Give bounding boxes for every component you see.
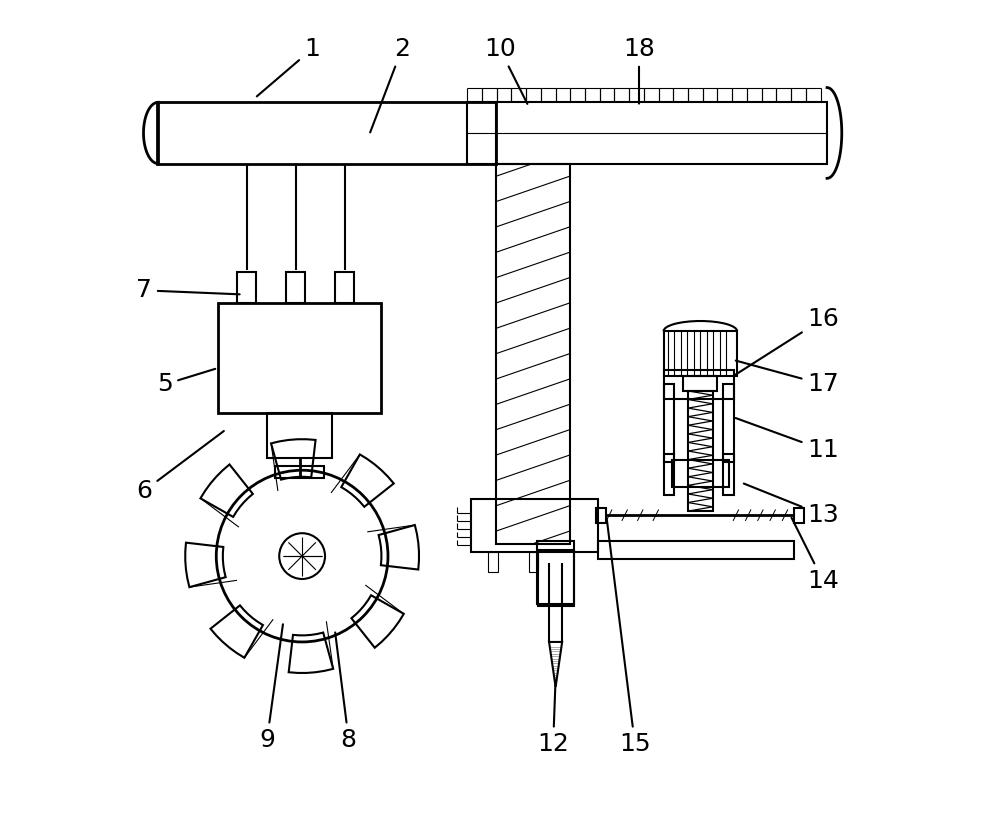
Bar <box>529 552 538 572</box>
Text: 9: 9 <box>259 624 283 752</box>
Text: 17: 17 <box>736 361 839 396</box>
Bar <box>723 453 734 495</box>
Bar <box>157 102 496 164</box>
Bar <box>596 508 606 523</box>
Bar <box>598 540 794 558</box>
Bar <box>723 384 734 462</box>
Text: 1: 1 <box>257 37 320 97</box>
Text: 18: 18 <box>623 37 655 103</box>
Bar <box>664 384 674 462</box>
Text: 14: 14 <box>792 518 839 592</box>
Bar <box>471 499 598 552</box>
Bar <box>237 272 256 302</box>
Bar <box>488 552 498 572</box>
Bar <box>794 508 804 523</box>
Bar <box>664 331 737 376</box>
Text: 13: 13 <box>744 483 839 527</box>
Text: 6: 6 <box>136 431 224 503</box>
Bar <box>267 413 332 458</box>
Text: 12: 12 <box>537 681 569 756</box>
Text: 7: 7 <box>136 278 240 302</box>
Text: 11: 11 <box>736 418 839 462</box>
Text: 15: 15 <box>607 518 651 756</box>
Bar <box>467 102 827 164</box>
Text: 2: 2 <box>370 37 410 132</box>
Bar <box>537 540 574 604</box>
Bar <box>683 376 717 391</box>
Bar <box>538 550 574 606</box>
Bar <box>275 466 324 478</box>
Bar <box>672 460 729 487</box>
Text: 16: 16 <box>735 307 839 375</box>
Bar <box>496 164 570 544</box>
Bar <box>664 453 674 495</box>
Bar <box>218 302 381 413</box>
Text: 10: 10 <box>484 37 527 104</box>
Bar <box>664 371 734 399</box>
Bar <box>335 272 354 302</box>
Text: 5: 5 <box>157 369 215 396</box>
Bar <box>286 272 305 302</box>
Text: 8: 8 <box>335 633 357 752</box>
Bar <box>688 391 713 511</box>
